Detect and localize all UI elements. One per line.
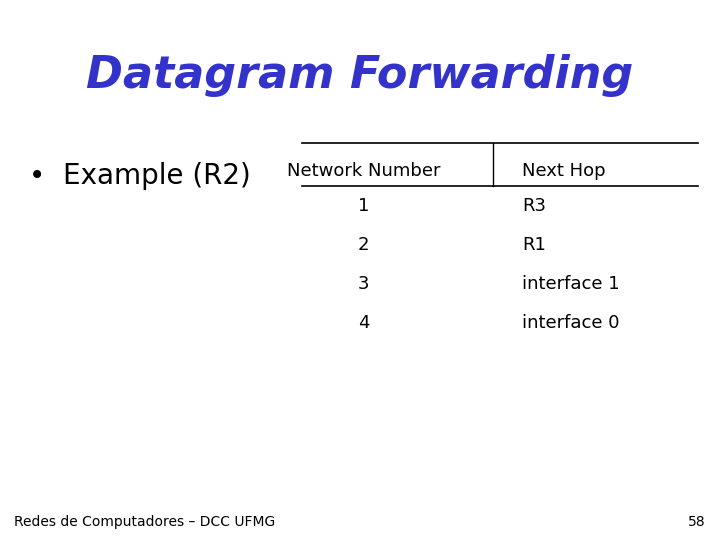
Text: interface 0: interface 0 bbox=[522, 314, 619, 332]
Text: •  Example (R2): • Example (R2) bbox=[29, 162, 251, 190]
Text: 3: 3 bbox=[358, 275, 369, 293]
Text: 58: 58 bbox=[688, 515, 706, 529]
Text: Datagram Forwarding: Datagram Forwarding bbox=[86, 54, 634, 97]
Text: Redes de Computadores – DCC UFMG: Redes de Computadores – DCC UFMG bbox=[14, 515, 276, 529]
Text: 2: 2 bbox=[358, 236, 369, 254]
Text: R3: R3 bbox=[522, 197, 546, 215]
Text: interface 1: interface 1 bbox=[522, 275, 620, 293]
Text: Next Hop: Next Hop bbox=[522, 162, 606, 180]
Text: 4: 4 bbox=[358, 314, 369, 332]
Text: 1: 1 bbox=[358, 197, 369, 215]
Text: R1: R1 bbox=[522, 236, 546, 254]
Text: Network Number: Network Number bbox=[287, 162, 441, 180]
